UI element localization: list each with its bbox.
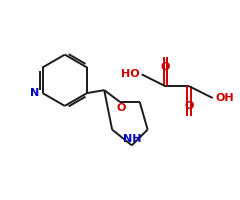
Text: HO: HO bbox=[121, 69, 139, 79]
Text: N: N bbox=[30, 88, 40, 98]
Text: OH: OH bbox=[215, 93, 234, 103]
Text: NH: NH bbox=[123, 134, 141, 144]
Text: O: O bbox=[184, 101, 194, 111]
Text: O: O bbox=[116, 103, 126, 113]
Text: O: O bbox=[161, 62, 170, 72]
